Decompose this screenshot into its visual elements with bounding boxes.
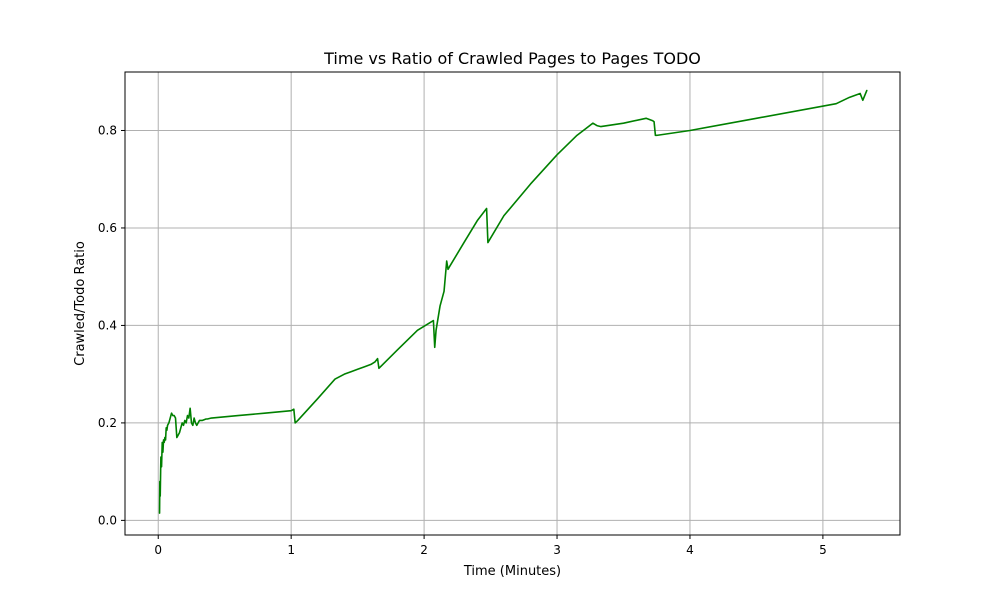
y-axis-label: Crawled/Todo Ratio [73,241,88,366]
chart-title: Time vs Ratio of Crawled Pages to Pages … [323,49,701,68]
y-tick-label: 0.4 [98,318,117,332]
x-tick-label: 2 [420,543,428,557]
ticks: 0 1 2 3 4 5 0.0 0.2 0.4 0.6 0.8 [98,123,827,557]
series-line [158,89,868,514]
x-tick-label: 1 [287,543,295,557]
x-tick-label: 0 [154,543,162,557]
series-layer [158,89,868,514]
y-tick-label: 0.8 [98,123,117,137]
grid [125,72,900,535]
x-tick-label: 3 [553,543,561,557]
y-tick-label: 0.6 [98,221,117,235]
x-axis-label: Time (Minutes) [463,564,561,579]
y-tick-label: 0.2 [98,416,117,430]
plot-frame [124,71,901,536]
x-tick-label: 5 [819,543,827,557]
plot-area [125,72,900,535]
x-tick-label: 4 [686,543,694,557]
y-tick-label: 0.0 [98,513,117,527]
